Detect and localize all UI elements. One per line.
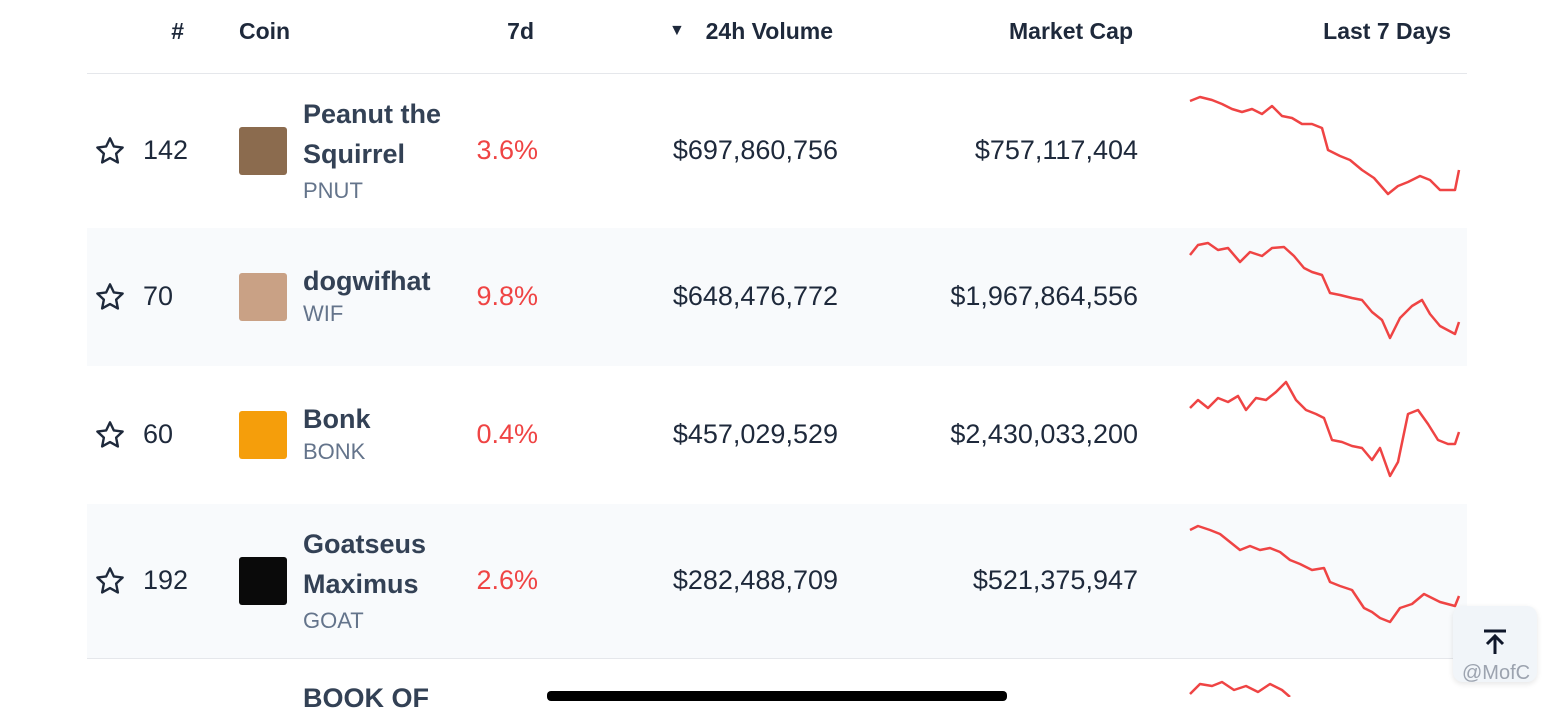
volume: $282,488,709 — [672, 565, 838, 595]
market-cap: $521,375,947 — [972, 565, 1138, 595]
rank: 142 — [143, 135, 189, 165]
coin-symbol: BONK — [303, 439, 366, 464]
coin-symbol: GOAT — [303, 608, 364, 633]
header-rank: # — [171, 18, 184, 44]
scroll-top-button[interactable] — [1453, 606, 1537, 682]
market-cap: $757,117,404 — [974, 135, 1138, 165]
favorite-star[interactable] — [94, 281, 126, 313]
favorite-star[interactable] — [94, 419, 126, 451]
sparkline — [1189, 95, 1461, 196]
table-row — [87, 504, 1467, 658]
market-cap: $2,430,033,200 — [950, 419, 1138, 449]
coin-name[interactable]: Goatseus Maximus — [303, 529, 427, 599]
table-row — [87, 228, 1467, 366]
volume: $648,476,772 — [672, 281, 838, 311]
sparklines — [1189, 95, 1461, 697]
market-cap: $1,967,864,556 — [950, 281, 1138, 311]
rank: 70 — [143, 281, 174, 311]
header-sparkline: Last 7 Days — [1323, 18, 1451, 44]
header-market-cap: Market Cap — [1009, 18, 1133, 44]
coin-name[interactable]: Bonk — [303, 404, 371, 434]
coin-name[interactable]: Peanut the Squirrel — [303, 99, 442, 169]
divider — [87, 658, 1467, 659]
favorite-star[interactable] — [94, 135, 126, 167]
coin-icon — [239, 273, 287, 321]
header-volume: 24h Volume — [705, 18, 833, 44]
change-7d: 0.4% — [476, 419, 538, 449]
divider — [87, 73, 1467, 74]
coin-icon — [239, 557, 287, 605]
header-coin: Coin — [239, 18, 291, 44]
volume: $697,860,756 — [672, 135, 838, 165]
coin-symbol: WIF — [303, 301, 344, 326]
coin-icon — [239, 411, 287, 459]
change-7d: 9.8% — [476, 281, 538, 311]
sparkline — [1189, 380, 1461, 478]
coin-icon — [239, 127, 287, 175]
sparkline — [1189, 680, 1291, 697]
table-row — [87, 74, 1467, 228]
coin-name[interactable]: dogwifhat — [303, 266, 431, 296]
sort-indicator: ▼ — [669, 22, 685, 39]
table-row — [87, 366, 1467, 504]
favorite-star[interactable] — [94, 565, 126, 597]
rank: 192 — [143, 565, 189, 595]
change-7d: 3.6% — [476, 135, 538, 165]
coin-symbol: PNUT — [303, 178, 363, 203]
header-7d: 7d — [507, 18, 534, 44]
rank: 60 — [143, 419, 174, 449]
sparkline — [1189, 524, 1461, 624]
toast-bar — [547, 691, 1007, 701]
page: # Coin 7d ▼ 24h Volume Market Cap Last 7 Days 1… — [87, 18, 1537, 713]
scroll-top-icon — [1484, 629, 1506, 654]
change-7d: 2.6% — [476, 565, 538, 595]
sparkline — [1189, 241, 1461, 340]
volume: $457,029,529 — [672, 419, 838, 449]
watermark: @MofC — [1462, 662, 1531, 684]
